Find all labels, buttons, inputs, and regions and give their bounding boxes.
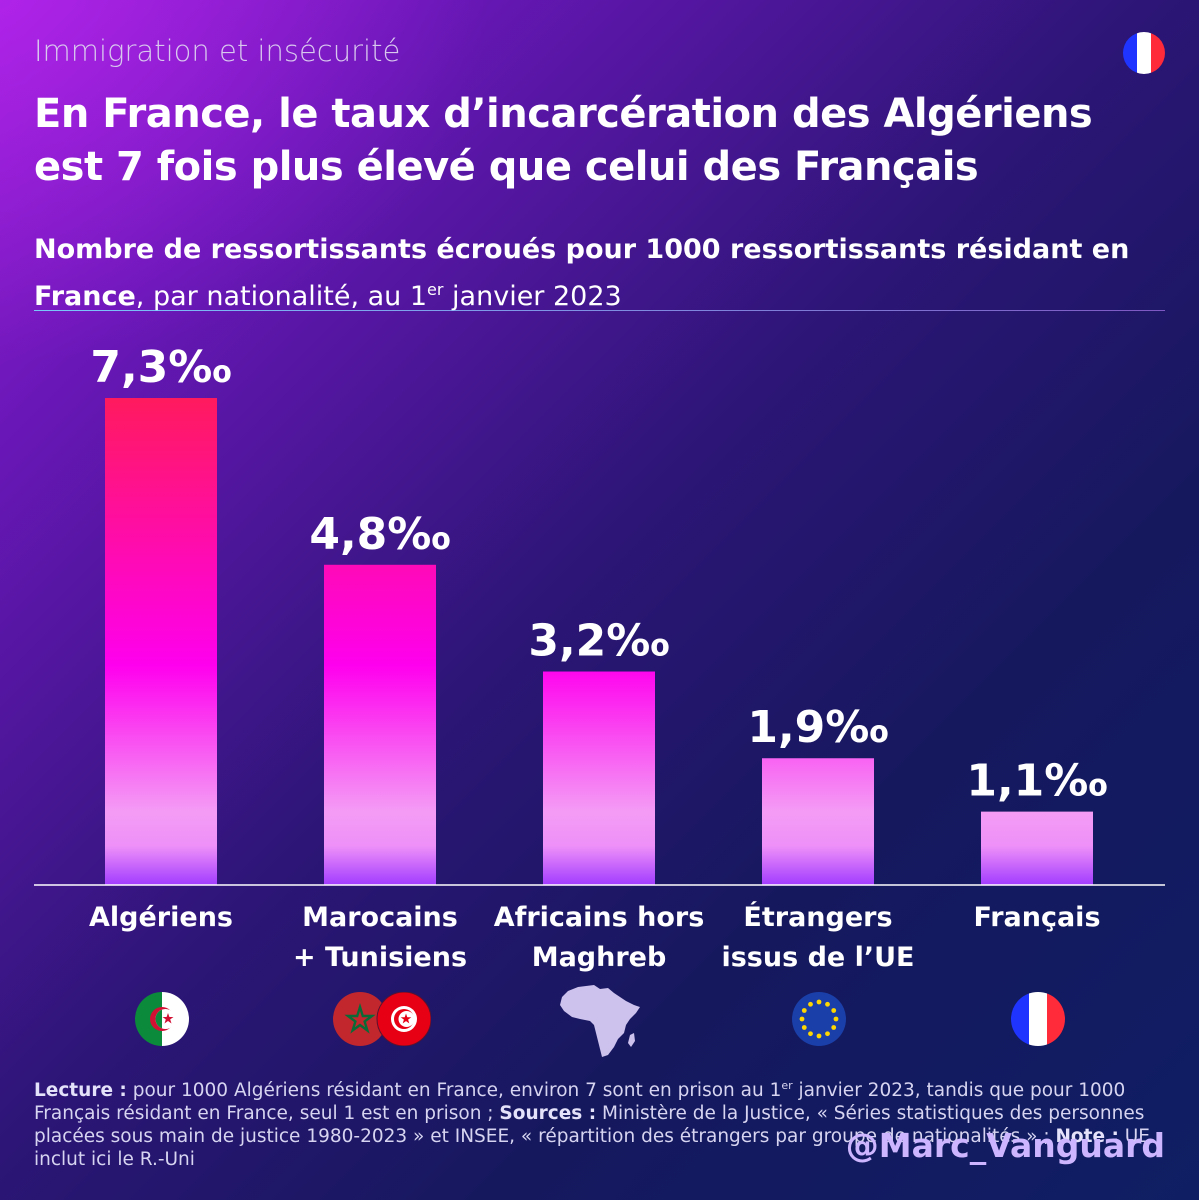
africa-map-icon	[560, 985, 640, 1057]
title-line-2: est 7 fois plus élevé que celui des Fran…	[34, 144, 979, 190]
bar-4	[762, 758, 874, 885]
author-handle: @Marc_Vanguard	[845, 1126, 1165, 1165]
category-label-1: Algériens	[46, 898, 276, 938]
france-flag-icon	[1011, 992, 1065, 1046]
subtitle-end: janvier 2023	[443, 281, 622, 312]
value-label-1: 7,3‰	[90, 342, 231, 393]
bar-5	[981, 811, 1093, 885]
eu-star	[831, 1008, 837, 1013]
morocco-tunisia-flags-icon	[333, 992, 431, 1046]
algeria-flag-icon	[135, 992, 189, 1046]
bar-chart: 7,3‰ 4,8‰ 3,2‰ 1,9‰ 1,1‰	[34, 342, 1165, 886]
lecture-label: Lecture :	[34, 1080, 127, 1102]
category-label-5: Français	[922, 898, 1152, 938]
bar-3	[543, 671, 655, 885]
category-label-line: Algériens	[89, 902, 233, 933]
category-label-line: issus de l’UE	[721, 942, 915, 973]
value-label-5: 1,1‰	[966, 756, 1107, 807]
category-label-2: Marocains + Tunisiens	[265, 898, 495, 978]
subtitle-regular: , par nationalité, au 1	[135, 281, 428, 312]
eu-star	[825, 1001, 830, 1007]
category-label-line: Français	[973, 902, 1101, 933]
note-text: UE inclut ici le R.-Uni	[34, 1126, 1151, 1171]
value-label-4: 1,9‰	[747, 702, 888, 753]
eu-star	[808, 1031, 813, 1037]
eu-star	[833, 1016, 839, 1022]
category-label-line: Maghreb	[531, 942, 667, 973]
category-label-4: Étrangers issus de l’UE	[703, 898, 933, 978]
lecture-sup: er	[781, 1079, 793, 1092]
category-label-line: Africains hors	[493, 902, 705, 933]
eu-flag-icon	[792, 992, 846, 1046]
kicker-label: Immigration et insécurité	[34, 34, 401, 68]
subtitle-bold-1: Nombre de ressortissants écroués pour 10…	[34, 234, 1130, 265]
eu-star	[799, 1016, 805, 1022]
sources-label: Sources :	[499, 1103, 597, 1125]
eu-star	[808, 1001, 813, 1007]
bar-2	[324, 564, 436, 885]
divider-line	[34, 310, 1165, 311]
lecture-text-2: janvier 2023, tandis que pour 1000 Franç…	[34, 1080, 1126, 1125]
eu-star	[831, 1025, 837, 1030]
value-label-2: 4,8‰	[309, 509, 450, 560]
sources-text: Ministère de la Justice, « Séries statis…	[34, 1103, 1145, 1148]
footer-note: Lecture : pour 1000 Algériens résidant e…	[34, 1074, 1164, 1171]
page-title: En France, le taux d’incarcération des A…	[34, 88, 1154, 194]
eu-star	[816, 1033, 822, 1039]
title-line-1: En France, le taux d’incarcération des A…	[34, 91, 1093, 137]
category-label-3: Africains hors Maghreb	[484, 898, 714, 978]
subtitle-bold-2: France	[34, 281, 136, 312]
lecture-text-1: pour 1000 Algériens résidant en France, …	[126, 1080, 782, 1102]
category-label-line: + Tunisiens	[292, 942, 468, 973]
subtitle-sup: er	[427, 280, 444, 299]
bar-1	[105, 398, 217, 885]
eu-star	[801, 1025, 807, 1030]
category-label-line: Marocains	[302, 902, 458, 933]
france-flag-icon	[1123, 32, 1165, 74]
value-label-3: 3,2‰	[528, 616, 669, 667]
eu-star	[816, 999, 822, 1005]
eu-star	[801, 1008, 807, 1013]
chart-subtitle: Nombre de ressortissants écroués pour 10…	[34, 230, 1154, 317]
category-label-line: Étrangers	[743, 902, 893, 933]
note-label: Note :	[1055, 1126, 1119, 1148]
eu-star	[825, 1031, 830, 1037]
